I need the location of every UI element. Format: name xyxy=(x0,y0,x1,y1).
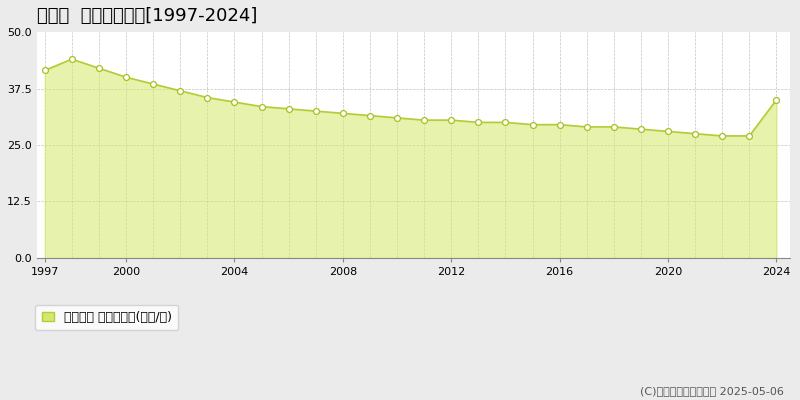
Point xyxy=(174,88,186,94)
Point xyxy=(634,126,647,132)
Point xyxy=(93,65,106,71)
Point xyxy=(390,115,403,121)
Point xyxy=(66,56,78,62)
Point xyxy=(38,67,51,74)
Point xyxy=(119,74,132,80)
Point xyxy=(580,124,593,130)
Point xyxy=(770,96,783,103)
Text: 開成町  基準地価推移[1997-2024]: 開成町 基準地価推移[1997-2024] xyxy=(37,7,257,25)
Point xyxy=(363,112,376,119)
Legend: 基準地価 平均嵪単価(万円/嵪): 基準地価 平均嵪単価(万円/嵪) xyxy=(35,305,178,330)
Point xyxy=(716,133,729,139)
Point xyxy=(418,117,430,123)
Point xyxy=(662,128,674,135)
Point xyxy=(607,124,620,130)
Point xyxy=(228,99,241,105)
Point xyxy=(554,122,566,128)
Point xyxy=(689,130,702,137)
Point xyxy=(201,94,214,101)
Point xyxy=(337,110,350,116)
Point xyxy=(146,81,159,87)
Point xyxy=(526,122,539,128)
Point xyxy=(445,117,458,123)
Point xyxy=(282,106,295,112)
Point xyxy=(472,119,485,126)
Point xyxy=(255,103,268,110)
Point xyxy=(743,133,756,139)
Point xyxy=(499,119,512,126)
Point xyxy=(310,108,322,114)
Text: (C)土地価格ドットコム 2025-05-06: (C)土地価格ドットコム 2025-05-06 xyxy=(640,386,784,396)
